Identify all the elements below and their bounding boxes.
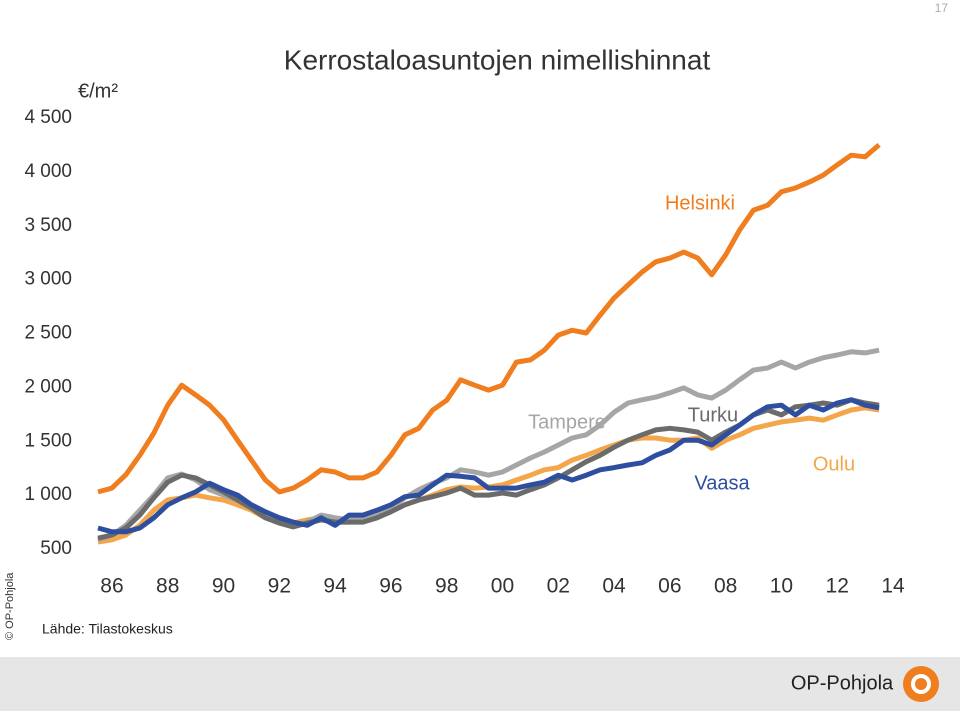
x-tick-label: 14: [881, 575, 905, 598]
series-line: [97, 397, 880, 535]
x-tick-label: 94: [323, 575, 347, 598]
x-tick-label: 10: [770, 575, 793, 598]
page-number: 17: [935, 1, 949, 15]
series-label: Vaasa: [694, 472, 750, 494]
series-line: [97, 397, 880, 541]
y-unit: €/m²: [78, 80, 118, 102]
y-tick-label: 2 000: [24, 376, 72, 397]
y-tick-label: 4 000: [24, 161, 72, 182]
x-tick-label: 90: [212, 575, 235, 598]
plot: 500 1 000 1 500 2 000 2 500 3 000 3 500 4 000 4 …: [24, 107, 905, 598]
x-tick-label: 06: [658, 575, 681, 598]
series-label: Turku: [688, 404, 738, 426]
series-label: Helsinki: [665, 192, 735, 214]
chart-title: Kerrostaloasuntojen nimellishinnat: [284, 44, 711, 75]
x-tick-label: 02: [547, 575, 570, 598]
x-tick-label: 96: [379, 575, 402, 598]
y-tick-label: 3 000: [24, 269, 72, 290]
x-tick-label: 98: [435, 575, 458, 598]
x-tick-label: 08: [714, 575, 737, 598]
footer-brand: OP-Pohjola: [791, 672, 894, 694]
logo-ring: [911, 674, 931, 694]
x-tick-label: 92: [268, 575, 291, 598]
series-label: Tampere: [528, 411, 606, 433]
y-tick-label: 3 500: [24, 215, 72, 236]
y-tick-label: 4 500: [24, 107, 72, 128]
series-line: [97, 142, 881, 495]
y-tick-label: 1 500: [24, 430, 72, 451]
x-tick-label: 88: [156, 575, 179, 598]
x-tick-label: 12: [826, 575, 849, 598]
footer-bar: [0, 657, 960, 711]
series-label: Oulu: [813, 453, 855, 475]
logo: [903, 666, 939, 702]
y-tick-label: 2 500: [24, 323, 72, 344]
x-tick-label: 00: [491, 575, 514, 598]
copyright: © OP-Pohjola: [4, 572, 16, 640]
x-tick-label: 04: [602, 575, 626, 598]
y-tick-label: 500: [40, 538, 72, 559]
y-tick-label: 1 000: [24, 484, 72, 505]
source: Lähde: Tilastokeskus: [42, 621, 173, 637]
x-tick-label: 86: [100, 575, 123, 598]
series-line: [97, 347, 880, 543]
